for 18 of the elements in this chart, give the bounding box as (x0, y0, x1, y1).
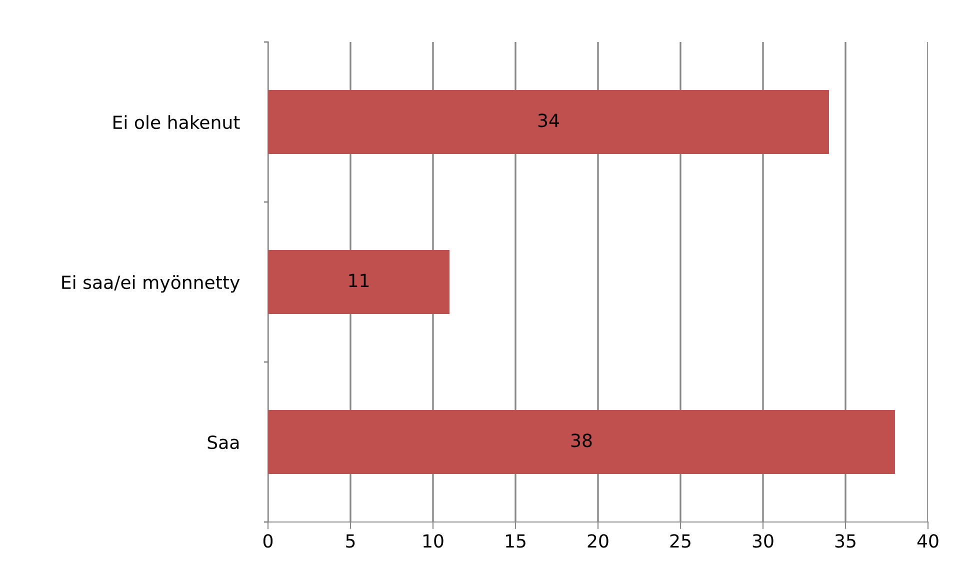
x-tick-label: 25 (670, 534, 690, 548)
x-tick-label: 20 (588, 534, 608, 548)
data-label: 11 (349, 274, 369, 287)
x-tick-label: 5 (346, 534, 355, 548)
bar (268, 410, 895, 474)
x-tick-label: 35 (835, 534, 856, 548)
y-tick-label: Ei ole hakenut (114, 115, 240, 130)
data-label: 38 (571, 434, 592, 448)
x-tick-label: 30 (752, 534, 774, 548)
x-tick-label: 0 (263, 534, 273, 548)
x-tick-label: 10 (423, 534, 444, 548)
data-label: 34 (538, 114, 559, 128)
x-tick-label: 40 (917, 534, 938, 548)
y-tick-label: Ei saa/ei myönnetty (62, 275, 240, 293)
y-tick-label: Saa (208, 435, 239, 450)
bar (268, 90, 829, 154)
x-tick-label: 15 (506, 534, 526, 548)
bar (268, 250, 450, 314)
